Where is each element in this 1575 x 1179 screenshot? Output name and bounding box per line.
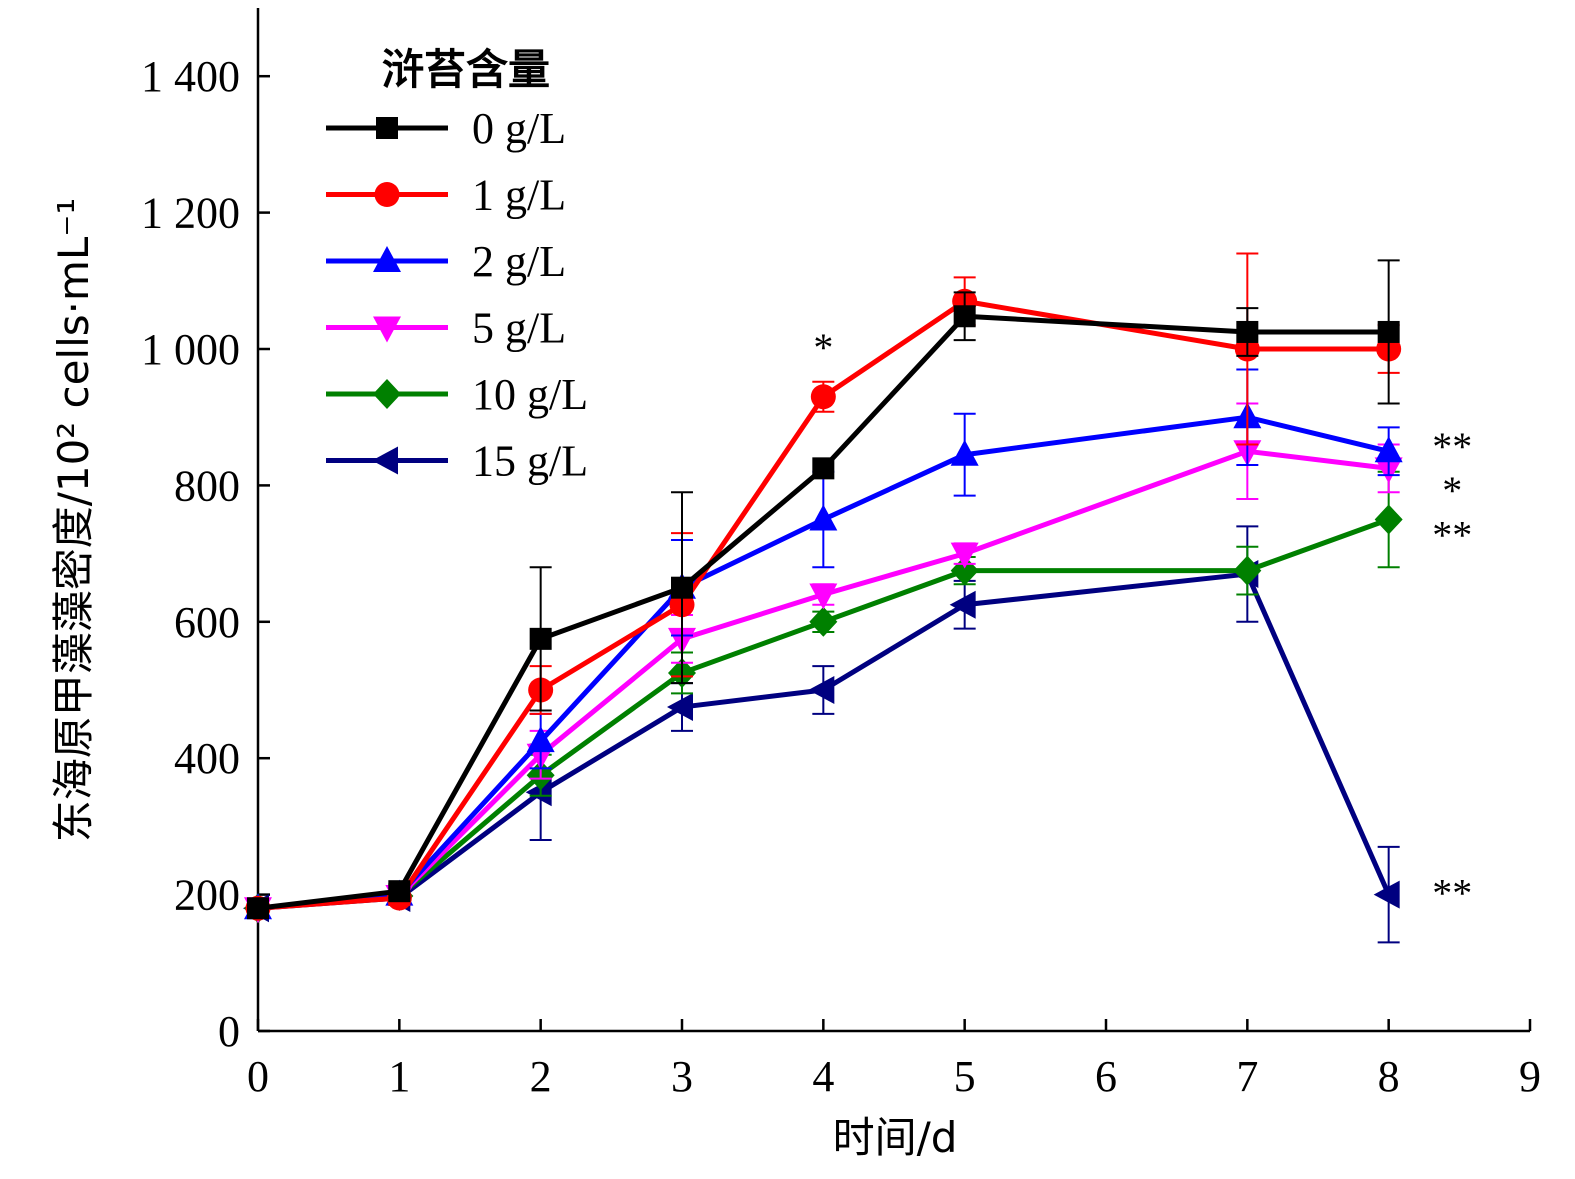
legend-label: 0 g/L — [472, 104, 566, 153]
x-tick-label: 4 — [812, 1052, 834, 1101]
data-point — [529, 627, 552, 650]
x-tick-label: 9 — [1519, 1052, 1541, 1101]
data-point — [808, 676, 835, 704]
y-axis-title: 东海原甲藻藻密度/10² cells·mL⁻¹ — [49, 198, 98, 843]
data-point — [949, 590, 976, 619]
data-point — [950, 542, 979, 569]
annotation-layer: ******** — [813, 325, 1472, 916]
legend-label: 2 g/L — [472, 237, 566, 286]
data-point — [809, 583, 838, 610]
significance-label: * — [813, 325, 833, 370]
y-ticks: 0 200 400 600 800 1 000 1 200 1 400 — [141, 52, 270, 1056]
series-line — [257, 313, 1389, 911]
series-line — [257, 414, 1390, 911]
data-point — [247, 897, 269, 920]
data-point — [953, 305, 976, 328]
x-tick-label: 3 — [671, 1052, 693, 1101]
legend-marker — [372, 446, 398, 475]
y-tick-label: 0 — [218, 1007, 240, 1056]
legend-title: 浒苔含量 — [382, 45, 550, 94]
data-point — [1233, 555, 1262, 586]
legend-label: 1 g/L — [472, 171, 566, 220]
y-tick-label: 1 000 — [141, 325, 240, 374]
data-point — [526, 726, 555, 753]
series-15-g-l — [243, 525, 1400, 944]
data-point — [809, 606, 838, 637]
legend-label: 10 g/L — [472, 370, 588, 419]
data-point — [1374, 504, 1403, 535]
data-point — [1377, 320, 1400, 343]
x-axis-title: 时间/d — [833, 1113, 958, 1162]
x-tick-label: 8 — [1378, 1052, 1400, 1101]
y-tick-label: 800 — [174, 461, 240, 510]
legend-marker — [376, 117, 398, 139]
legend-item-15-g-l: 15 g/L — [326, 437, 588, 486]
significance-label: ** — [1432, 513, 1472, 558]
legend-label: 15 g/L — [472, 437, 588, 486]
data-point — [809, 504, 838, 531]
x-ticks: 0 1 2 3 4 5 6 7 8 9 — [247, 1019, 1541, 1101]
significance-label: ** — [1432, 424, 1472, 469]
legend-item-5-g-l: 5 g/L — [326, 304, 566, 353]
legend-label: 5 g/L — [472, 304, 566, 353]
y-tick-label: 1 400 — [141, 52, 240, 101]
legend-item-2-g-l: 2 g/L — [326, 237, 566, 286]
legend-marker — [373, 379, 401, 409]
x-tick-label: 5 — [954, 1052, 976, 1101]
y-tick-label: 200 — [174, 871, 240, 920]
significance-label: * — [1442, 468, 1462, 513]
data-point — [388, 880, 411, 903]
axes — [256, 8, 1530, 1033]
series-layer — [243, 252, 1403, 944]
legend-item-1-g-l: 1 g/L — [326, 171, 566, 220]
data-point — [810, 384, 836, 410]
data-point — [667, 693, 693, 722]
x-tick-label: 6 — [1095, 1052, 1117, 1101]
legend: 浒苔含量 0 g/L 1 g/L 2 g/L 5 g/L 10 g/L 15 g/L — [326, 45, 588, 486]
series-0-g-l — [247, 259, 1400, 920]
x-tick-label: 1 — [388, 1052, 410, 1101]
x-tick-label: 2 — [530, 1052, 552, 1101]
legend-marker — [374, 182, 400, 207]
series-line — [257, 571, 1391, 911]
x-tick-label: 7 — [1236, 1052, 1258, 1101]
data-point — [950, 439, 979, 466]
data-point — [1374, 436, 1403, 463]
legend-marker — [373, 246, 401, 272]
y-tick-label: 1 200 — [141, 189, 240, 238]
legend-item-10-g-l: 10 g/L — [326, 370, 588, 419]
significance-label: ** — [1432, 871, 1472, 916]
data-point — [812, 457, 835, 480]
series-2-g-l — [244, 368, 1403, 920]
x-tick-label: 0 — [247, 1052, 269, 1101]
data-point — [1236, 320, 1259, 343]
y-tick-label: 600 — [174, 598, 240, 647]
data-point — [671, 576, 693, 599]
series-line — [257, 298, 1389, 911]
y-tick-label: 400 — [174, 734, 240, 783]
data-point — [1373, 880, 1400, 909]
legend-item-0-g-l: 0 g/L — [326, 104, 566, 153]
legend-marker — [373, 316, 401, 343]
